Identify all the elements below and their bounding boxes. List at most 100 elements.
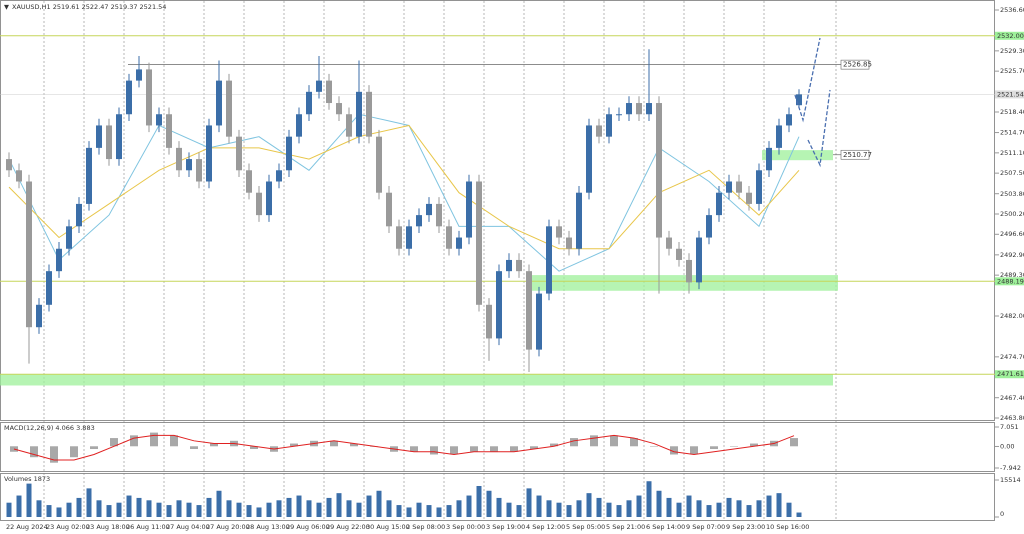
volume-bar (746, 505, 752, 517)
y-tick-label: 2496.60 (1000, 230, 1024, 238)
x-tick-label: 3 Sep 19:00 (486, 523, 525, 531)
level-label: 2488.19 (997, 277, 1024, 285)
x-tick-label: 9 Sep 07:00 (686, 523, 725, 531)
candle-body (726, 181, 732, 193)
x-tick-label: 5 Sep 05:00 (566, 523, 605, 531)
volume-bar (276, 500, 282, 517)
candle-body (316, 80, 322, 92)
candle-body (546, 226, 552, 294)
candle-body (386, 192, 392, 227)
candle-body (756, 170, 762, 204)
candle-body (136, 69, 142, 81)
y-tick-label: 2500.20 (1000, 210, 1024, 218)
candle-body (346, 114, 352, 137)
volume-bar (416, 502, 422, 517)
volume-bar (636, 495, 642, 517)
candle-body (66, 226, 72, 249)
volume-bar (696, 500, 702, 517)
candle-body (706, 215, 712, 238)
candle-body (796, 94, 802, 106)
volume-bar (246, 505, 252, 517)
candle-body (286, 136, 292, 171)
candle-body (786, 114, 792, 126)
last-price-box (995, 90, 1024, 99)
macd-bar (330, 440, 338, 447)
candle-body (716, 192, 722, 216)
y-tick-label: 15514 (1000, 476, 1021, 484)
candle-body (626, 103, 632, 115)
y-tick-label: 0.00 (1000, 442, 1014, 450)
macd-bar (290, 443, 298, 447)
candle-body (506, 259, 512, 272)
x-tick-label: 29 Aug 22:00 (326, 523, 370, 531)
candle-body (606, 114, 612, 137)
y-tick-label: 2507.50 (1000, 169, 1024, 177)
volume-bar (656, 490, 662, 517)
x-tick-label: 23 Aug 18:00 (86, 523, 130, 531)
macd-bar (190, 446, 198, 450)
volume-bar (686, 495, 692, 517)
candle-body (616, 114, 622, 116)
macd-bar (650, 446, 658, 447)
macd-bar (50, 446, 58, 463)
zone (530, 275, 838, 291)
x-tick-label: 29 Aug 06:00 (286, 523, 330, 531)
volume-bar (526, 488, 532, 517)
candle-body (46, 271, 52, 305)
volume-bar (76, 497, 82, 517)
candle-body (76, 203, 82, 227)
y-tick-label: -7.942 (1000, 464, 1021, 472)
y-tick-label: 2518.40 (1000, 108, 1024, 116)
volume-bar (286, 497, 292, 517)
moving-average (8, 124, 800, 250)
y-tick-label: 2525.70 (1000, 67, 1024, 75)
candle-body (446, 226, 452, 249)
candle-body (56, 248, 62, 272)
volume-bar (386, 500, 392, 517)
y-tick-label: 2536.60 (1000, 6, 1024, 14)
candle-body (636, 103, 642, 115)
x-tick-label: 9 Sep 23:00 (726, 523, 765, 531)
volume-bar (326, 497, 332, 517)
candle-body (186, 159, 192, 171)
macd-bar (410, 446, 418, 452)
candle-body (426, 203, 432, 216)
macd-bar (510, 446, 518, 452)
main-frame (0, 0, 995, 421)
volume-bar (186, 502, 192, 517)
macd-bar (470, 446, 478, 452)
volume-bar (266, 502, 272, 517)
forecast-path (794, 37, 821, 123)
candle-body (596, 125, 602, 137)
candle-body (236, 136, 242, 171)
volume-bar (336, 493, 342, 517)
candle-body (666, 237, 672, 249)
x-tick-label: 4 Sep 12:00 (526, 523, 565, 531)
candle-body (516, 259, 522, 272)
candle-body (776, 125, 782, 148)
volume-bar (756, 500, 762, 517)
volume-bar (716, 502, 722, 517)
candle-body (476, 181, 482, 305)
level-label-box (995, 370, 1024, 379)
zone (762, 150, 833, 161)
volume-frame (0, 473, 995, 521)
volume-bar (536, 495, 542, 517)
volume-bar (156, 502, 162, 517)
chart-title: ▼ (4, 3, 9, 11)
volume-bar (256, 507, 262, 517)
candle-body (26, 181, 32, 328)
candle-body (736, 181, 742, 193)
macd-signal (13, 434, 795, 461)
candle-body (496, 271, 502, 339)
volume-bar (356, 502, 362, 517)
candle-body (266, 181, 272, 216)
volume-bar (436, 507, 442, 517)
volume-bar (226, 500, 232, 517)
volume-bar (216, 490, 222, 517)
y-tick-label: 0 (1000, 510, 1004, 518)
candle-body (196, 159, 202, 182)
candle-body (696, 237, 702, 283)
candle-body (96, 125, 102, 148)
candle-body (276, 170, 282, 182)
